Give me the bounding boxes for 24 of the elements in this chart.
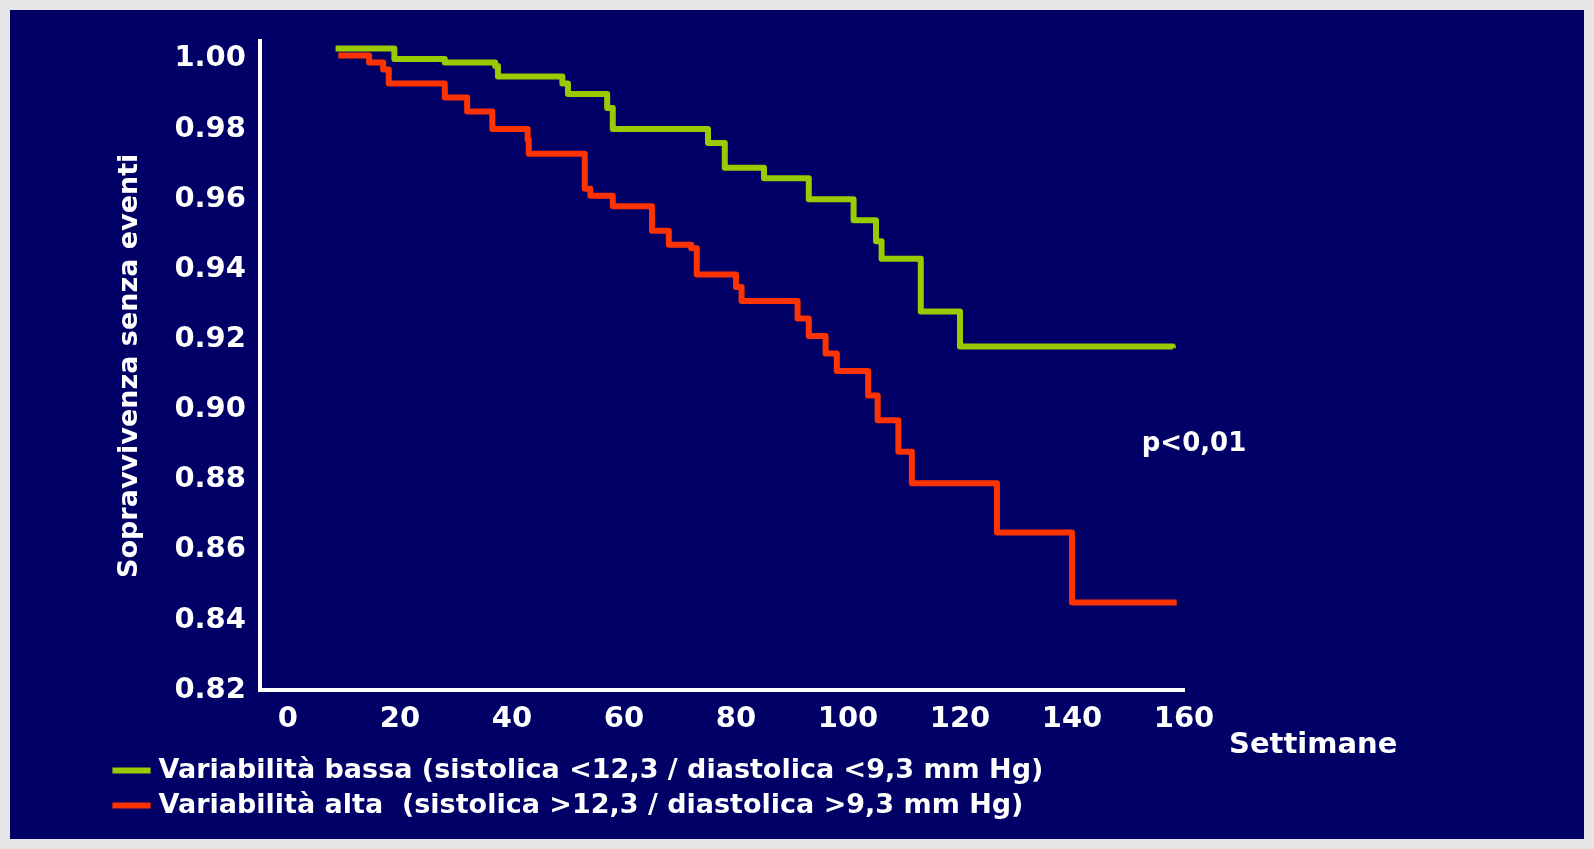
- x-tick-label: 160: [1153, 700, 1215, 735]
- y-tick-label: 0.86: [174, 530, 246, 565]
- legend-label: Variabilità alta (sistolica >12,3 / diastolica >9,3 mm Hg): [158, 787, 1024, 819]
- y-tick-label: 0.92: [174, 320, 246, 355]
- y-tick-label: 0.96: [174, 179, 246, 214]
- x-tick-label: 0: [277, 700, 299, 735]
- y-tick-label: 0.84: [174, 600, 246, 635]
- x-axis-title: Settimane: [1229, 725, 1398, 760]
- x-tick-label: 40: [491, 700, 533, 735]
- y-tick-label: 1.00: [174, 39, 246, 74]
- x-tick-label: 80: [715, 700, 757, 735]
- x-tick-label: 20: [379, 700, 421, 735]
- y-tick-label: 0.90: [174, 390, 246, 425]
- annotation: p<0,01: [1141, 427, 1247, 458]
- y-tick-label: 0.82: [174, 670, 246, 705]
- y-tick-label: 0.94: [174, 249, 246, 284]
- x-tick-label: 120: [929, 700, 991, 735]
- y-axis-title: Sopravvivenza senza eventi: [112, 153, 144, 578]
- y-tick-label: 0.98: [174, 109, 246, 144]
- legend-label: Variabilità bassa (sistolica <12,3 / diastolica <9,3 mm Hg): [158, 752, 1044, 784]
- x-tick-label: 100: [817, 700, 879, 735]
- x-tick-label: 60: [603, 700, 645, 735]
- y-tick-label: 0.88: [174, 460, 246, 495]
- x-tick-label: 140: [1041, 700, 1103, 735]
